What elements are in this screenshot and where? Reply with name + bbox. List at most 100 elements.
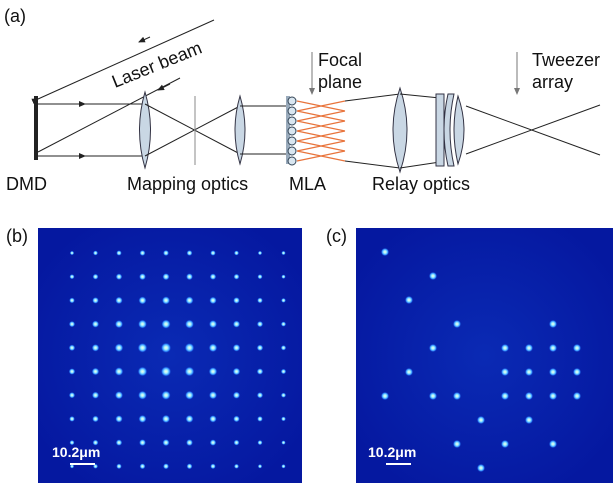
spot [115,297,122,304]
spot [281,393,286,398]
spot [549,368,557,376]
spot [233,416,240,423]
spot [573,344,581,352]
spot [234,440,240,446]
spot [549,392,557,400]
figure: (a) Laser beam Focal plane [0,0,613,485]
spot [501,392,509,400]
spot [429,344,437,352]
spot [92,392,99,399]
spot [234,274,240,280]
panel-c: (c) 10.2μm [326,226,613,483]
spot [549,440,557,448]
beam [345,94,400,168]
spot [185,415,193,423]
spot [257,440,262,445]
spot [501,368,509,376]
spot [477,464,485,472]
spot [116,250,122,256]
dmd-device [34,96,38,160]
scale-bar-label: 10.2μm [52,444,100,460]
spot [501,440,509,448]
focal-plane-label: Focal [318,50,362,70]
spot [281,440,285,444]
spot [573,392,581,400]
spot [453,320,461,328]
spot [162,296,170,304]
spot [69,368,76,375]
spot [116,464,122,470]
spot [69,345,76,352]
spot [258,464,262,468]
spot [69,321,75,327]
spot [281,464,285,468]
spot [573,368,581,376]
spot [257,321,263,327]
spot [69,274,74,279]
spot [93,250,98,255]
spot [525,416,533,424]
spot [453,392,461,400]
beam [466,105,600,155]
spot [233,392,240,399]
spot [116,439,123,446]
spot [257,392,263,398]
tweezer-array-label: Tweezer [532,50,600,70]
spot [185,343,195,353]
spot [116,273,123,280]
spot [210,464,216,470]
scale-bar-label: 10.2μm [368,444,416,460]
spot [429,392,437,400]
spot [140,250,146,256]
spot [185,320,194,329]
spot [549,344,557,352]
spot [257,416,263,422]
spot [186,273,193,280]
spot [138,343,148,353]
spot [185,296,193,304]
spot [453,440,461,448]
spot [69,297,75,303]
dmd-label: DMD [6,174,47,194]
panel-label: (a) [4,6,26,26]
beam [240,106,290,154]
spot [140,463,146,469]
spot [138,296,146,304]
spot [525,344,533,352]
focal-beams [297,101,345,161]
lens [140,92,151,168]
mla [286,96,296,165]
spot [187,250,193,256]
spot [162,273,169,280]
spot [281,275,285,279]
spot [138,415,146,423]
spot [257,368,264,375]
spot [477,416,485,424]
spot [210,439,217,446]
spot [161,366,171,376]
spot [69,416,75,422]
arrow [139,37,150,42]
spot [138,320,147,329]
arrow [158,84,170,90]
spot [281,251,285,255]
spot [161,391,170,400]
spot [381,248,389,256]
tweezer-array-label: array [532,72,573,92]
spot [92,297,99,304]
spot [234,464,239,469]
spot [281,298,286,303]
spot [162,439,169,446]
spot [161,319,170,328]
spot [281,321,286,326]
spot [233,320,240,327]
panel-label: (b) [6,226,28,246]
spot [92,344,100,352]
spot [186,439,193,446]
spot [234,250,239,255]
spot [209,415,216,422]
spot [257,297,263,303]
spot [429,272,437,280]
spot [163,250,169,256]
spot [115,320,123,328]
